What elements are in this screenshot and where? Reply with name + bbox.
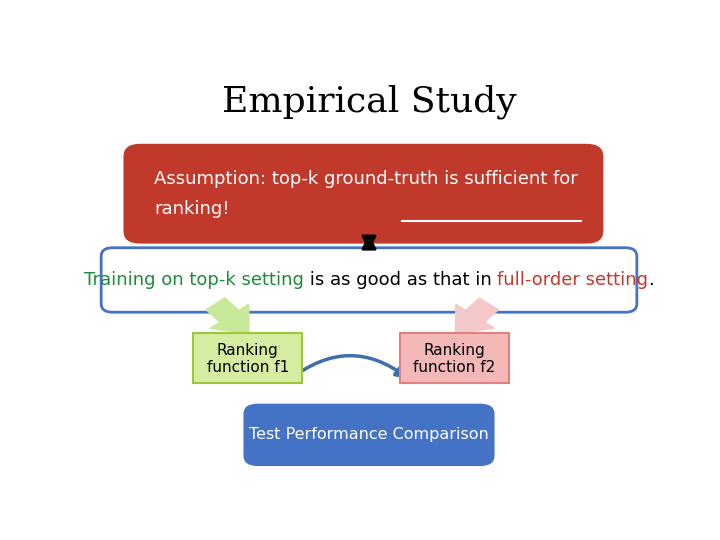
FancyBboxPatch shape — [101, 248, 637, 312]
Text: full-order setting: full-order setting — [498, 271, 648, 289]
Polygon shape — [206, 298, 249, 334]
Text: Ranking: Ranking — [423, 343, 485, 358]
FancyBboxPatch shape — [400, 333, 508, 383]
FancyBboxPatch shape — [243, 404, 495, 466]
Text: Empirical Study: Empirical Study — [222, 85, 516, 119]
FancyBboxPatch shape — [124, 144, 603, 244]
FancyBboxPatch shape — [193, 333, 302, 383]
Text: Ranking: Ranking — [217, 343, 279, 358]
Text: function f2: function f2 — [413, 360, 495, 375]
Text: .: . — [648, 271, 654, 289]
Text: Test Performance Comparison: Test Performance Comparison — [249, 427, 489, 442]
Text: Training on top-k setting: Training on top-k setting — [84, 271, 304, 289]
Text: function f1: function f1 — [207, 360, 289, 375]
Text: Assumption: top-k ground-truth is sufficient for: Assumption: top-k ground-truth is suffic… — [154, 170, 578, 188]
Text: ranking!: ranking! — [154, 200, 230, 218]
Polygon shape — [456, 298, 498, 334]
Text: is as good as that in: is as good as that in — [304, 271, 498, 289]
